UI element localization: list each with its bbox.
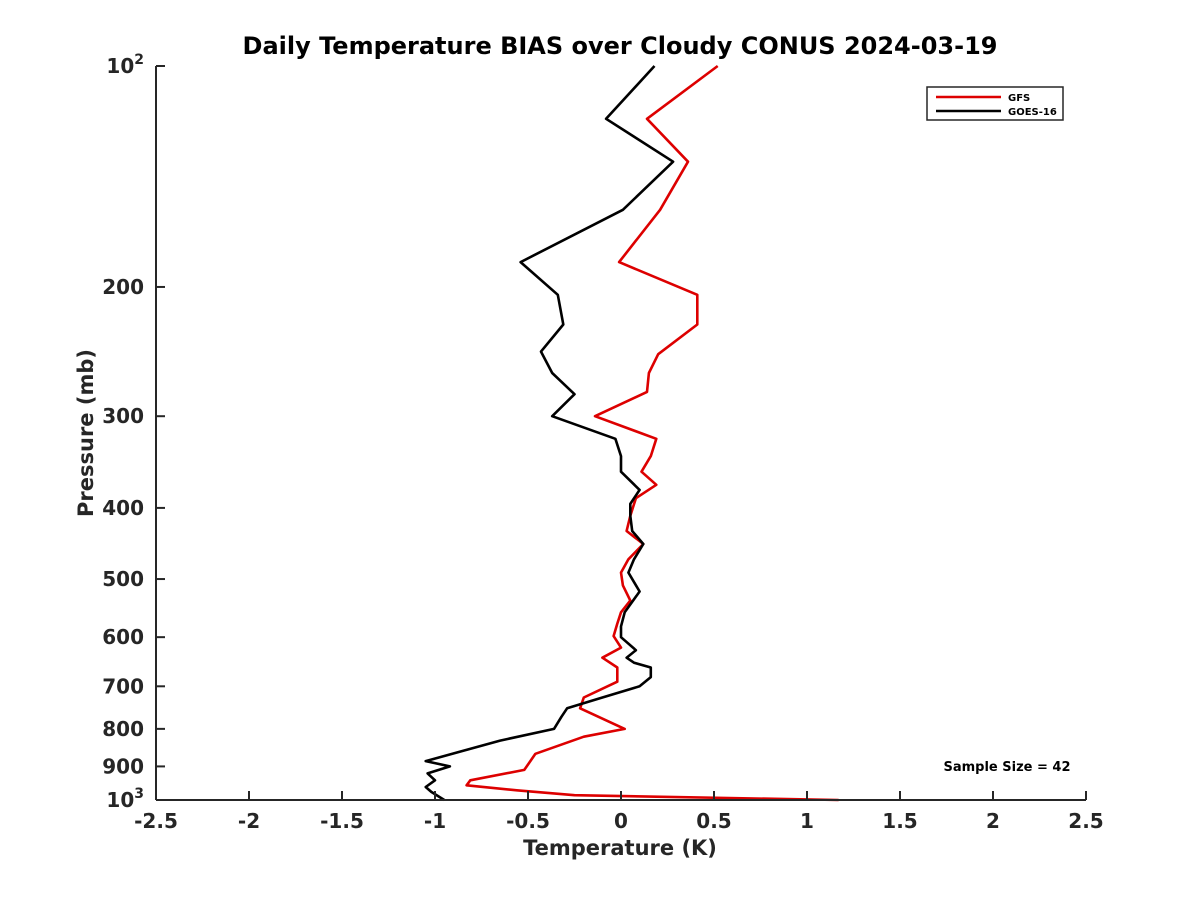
y-tick-label: 200	[102, 275, 144, 299]
x-tick-label: 0.5	[696, 809, 731, 833]
y-tick-label: 102	[106, 52, 144, 78]
chart-title: Daily Temperature BIAS over Cloudy CONUS…	[243, 32, 998, 60]
legend-label-gfs: GFS	[1008, 93, 1030, 104]
x-tick-label: -2.5	[134, 809, 178, 833]
x-tick-label: 0	[614, 809, 628, 833]
y-tick-label: 400	[102, 496, 144, 520]
y-tick-label: 500	[102, 567, 144, 591]
series-line-goes16	[424, 65, 675, 802]
y-tick-label: 700	[102, 674, 144, 698]
x-axis-title: Temperature (K)	[523, 836, 717, 860]
x-tick-label: -0.5	[506, 809, 550, 833]
x-tick-label: 2.5	[1068, 809, 1103, 833]
y-axis-title: Pressure (mb)	[74, 349, 98, 517]
legend: GFS GOES-16	[926, 86, 1064, 121]
y-tick-label: 800	[102, 717, 144, 741]
legend-label-goes16: GOES-16	[1008, 107, 1057, 118]
y-tick-label: 900	[102, 754, 144, 778]
x-tick-label: 1	[800, 809, 814, 833]
series-line-gfs	[465, 64, 839, 802]
series-layer	[424, 64, 839, 802]
x-tick-label: -2	[238, 809, 260, 833]
x-tick-label: -1.5	[320, 809, 364, 833]
x-tick-label: 2	[986, 809, 1000, 833]
y-tick-label: 600	[102, 625, 144, 649]
y-tick-label: 300	[102, 404, 144, 428]
x-tick-label: 1.5	[882, 809, 917, 833]
x-tick-label: -1	[424, 809, 446, 833]
y-tick-label: 103	[106, 786, 144, 812]
legend-box	[926, 86, 1064, 121]
sample-size-annotation: Sample Size = 42	[943, 760, 1070, 775]
x-ticks: -2.5 -2 -1.5 -1 -0.5 0 0.5 1 1.5 2 2.5	[134, 791, 1104, 833]
y-ticks: 102 200 300 400 500 600 700 800 900 103	[102, 52, 165, 812]
